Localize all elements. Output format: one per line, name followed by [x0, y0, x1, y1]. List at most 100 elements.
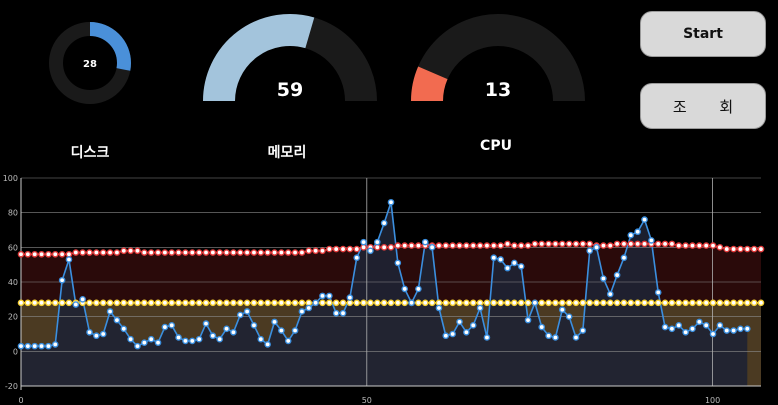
series-0-point	[415, 242, 422, 249]
series-2-point	[463, 328, 470, 336]
series-1-point	[552, 299, 559, 307]
series-0-point	[284, 249, 292, 256]
series-0-point	[195, 249, 203, 256]
memory-gauge-arc	[203, 14, 315, 102]
series-0-point	[565, 240, 573, 248]
series-0-point	[456, 242, 463, 249]
series-1-point	[134, 299, 141, 307]
series-2-point	[682, 328, 689, 336]
series-0-point	[175, 249, 182, 256]
series-0-point	[79, 249, 86, 256]
series-1-point	[175, 299, 182, 307]
series-2-point	[353, 254, 361, 262]
series-0-point	[476, 242, 484, 249]
series-1-point	[606, 299, 614, 307]
series-1-point	[264, 299, 271, 307]
y-tick-label: 20	[8, 313, 18, 322]
series-0-point	[326, 245, 333, 253]
series-2-point	[668, 325, 676, 333]
series-2-point	[24, 342, 32, 350]
series-0-point	[380, 244, 388, 251]
series-0-point	[360, 244, 367, 251]
series-2-point	[223, 325, 230, 333]
series-0-point	[517, 242, 525, 249]
series-0-point	[545, 240, 552, 248]
series-0-point	[257, 249, 265, 256]
series-2-point	[648, 237, 655, 244]
series-1-point	[319, 299, 326, 307]
y-tick-label: 60	[8, 243, 18, 252]
series-1-point	[517, 299, 525, 307]
series-0-point	[394, 242, 402, 249]
series-0-point	[552, 240, 559, 248]
series-1-point	[483, 299, 491, 307]
series-1-point	[93, 299, 100, 307]
series-2-point	[641, 216, 648, 223]
series-1-point	[600, 299, 607, 307]
series-2-point	[120, 325, 128, 333]
series-2-point	[319, 292, 326, 300]
series-1-point	[147, 299, 155, 307]
series-1-point	[504, 299, 511, 307]
series-2-point	[744, 325, 751, 333]
series-1-point	[298, 299, 306, 307]
series-1-point	[593, 299, 600, 307]
series-0-point	[613, 240, 621, 248]
series-0-point	[716, 244, 724, 251]
y-tick-label: 100	[3, 174, 18, 183]
series-0-point	[346, 245, 354, 253]
series-1-point	[360, 299, 367, 307]
series-1-point	[696, 299, 703, 307]
series-1-point	[675, 299, 683, 307]
series-2-point	[230, 328, 237, 336]
series-0-point	[161, 249, 169, 256]
series-0-point	[134, 247, 141, 255]
start-button[interactable]: Start	[640, 11, 766, 57]
cpu-gauge-value: 13	[485, 79, 511, 101]
series-2-point	[627, 231, 635, 239]
series-0-point	[696, 242, 703, 249]
series-2-point	[243, 308, 251, 315]
series-1-point	[51, 299, 59, 307]
series-0-point	[723, 245, 731, 253]
series-2-point	[346, 294, 354, 301]
series-0-point	[490, 242, 498, 249]
series-2-point	[291, 327, 299, 334]
series-1-point	[305, 299, 313, 307]
series-0-point	[750, 245, 758, 253]
series-0-point	[682, 242, 689, 249]
series-1-point	[127, 299, 134, 307]
series-0-point	[45, 250, 52, 258]
series-0-point	[668, 240, 676, 248]
query-button[interactable]: 조 회	[640, 83, 766, 129]
cpu-gauge-arc	[411, 66, 448, 102]
series-0-point	[559, 240, 566, 248]
series-1-point	[723, 299, 731, 307]
series-1-point	[154, 299, 162, 307]
series-1-point	[353, 299, 361, 307]
memory-gauge-label: 메모리	[267, 145, 307, 161]
series-0-point	[72, 249, 80, 256]
series-1-point	[332, 299, 340, 307]
series-2-point	[572, 334, 580, 341]
series-2-point	[504, 264, 511, 272]
series-0-point	[689, 242, 696, 249]
series-1-point	[113, 299, 121, 307]
series-1-point	[476, 299, 484, 307]
series-0-point	[31, 250, 39, 258]
y-tick-label: -20	[5, 382, 18, 391]
series-1-point	[45, 299, 52, 307]
series-2-point	[141, 339, 148, 346]
series-0-point	[620, 240, 628, 248]
series-0-point	[305, 247, 313, 255]
series-0-point	[236, 249, 244, 256]
series-1-point	[188, 299, 196, 307]
series-2-point	[373, 238, 381, 246]
series-0-point	[230, 249, 237, 256]
series-1-point	[716, 299, 724, 307]
series-1-point	[463, 299, 470, 307]
series-0-point	[141, 249, 148, 256]
series-0-point	[65, 250, 73, 258]
series-0-point	[641, 240, 648, 248]
series-2-point	[511, 259, 518, 267]
